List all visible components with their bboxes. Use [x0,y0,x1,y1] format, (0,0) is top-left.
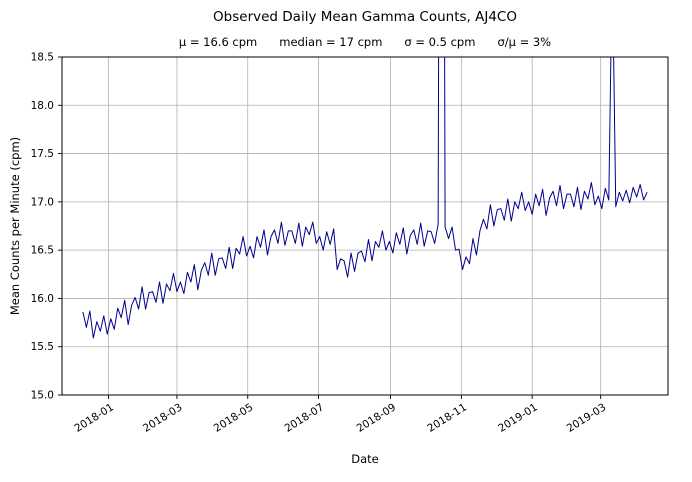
chart-subtitle: μ = 16.6 cpm median = 17 cpm σ = 0.5 cpm… [62,35,668,49]
x-tick-label: 2018-07 [283,401,327,434]
stat-mean: μ = 16.6 cpm [178,35,258,49]
x-tick-label: 2018-09 [355,401,399,434]
x-tick-label: 2018-11 [425,401,469,434]
y-tick-label: 15.5 [31,341,54,353]
y-tick-label: 18.5 [31,52,54,64]
y-tick-label: 16.0 [31,293,54,305]
x-tick-label: 2018-05 [212,401,256,434]
stat-median: median = 17 cpm [279,35,383,49]
x-tick-label: 2019-01 [496,401,540,434]
stat-sigma-over-mu: σ/μ = 3% [497,35,552,49]
x-axis-label: Date [351,452,379,466]
x-tick-label: 2018-01 [72,401,116,434]
plot-frame [61,56,669,396]
stat-sigma: σ = 0.5 cpm [404,35,476,49]
plot-background [62,57,668,395]
y-tick-label: 15.0 [31,390,54,402]
data-line [82,57,648,339]
y-tick-label: 16.5 [31,245,54,257]
y-tick-label: 18.0 [31,100,54,112]
x-tick-label: 2019-03 [565,401,609,434]
chart-title: Observed Daily Mean Gamma Counts, AJ4CO [213,9,517,25]
y-tick-label: 17.5 [31,148,54,160]
x-tick-label: 2018-03 [141,401,185,434]
y-tick-label: 17.0 [31,196,54,208]
